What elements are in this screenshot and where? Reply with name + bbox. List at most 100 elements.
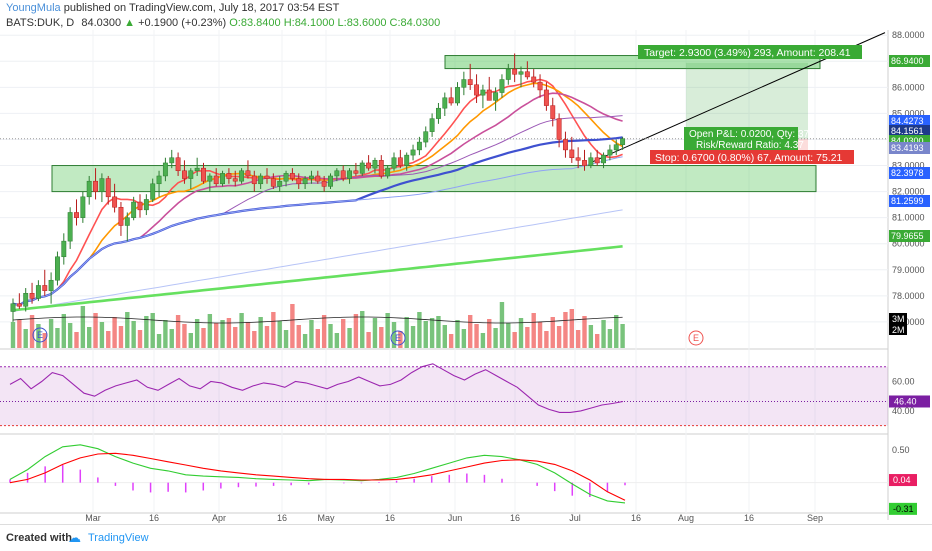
candle-body [550,105,556,119]
candle-body [518,71,524,75]
volume-ma-line [12,316,623,324]
created-with-label: Created with [6,532,73,544]
volume-bar [620,324,625,348]
candle-body [61,240,67,258]
volume-bar [23,329,28,348]
volume-bar [163,320,168,348]
price-tick-label: 78.0000 [892,291,925,301]
tradingview-brand[interactable]: TradingView [88,532,149,544]
close-value: C:84.0300 [389,17,441,29]
candle-body [588,157,594,166]
candle-body [194,167,200,172]
volume-bar [410,326,416,348]
candle-body [404,154,410,166]
volume-bar [245,322,251,348]
candle-body [10,303,16,312]
price-tick-label: 81.0000 [892,213,925,223]
price-axis-badge-label: 81.2599 [891,196,924,206]
author-link[interactable]: YoungMula [6,2,61,14]
volume-bar [61,314,66,348]
volume-bar [55,328,60,348]
high-value: H:84.1000 [283,17,335,29]
candle-body [251,175,257,185]
time-tick-label: Jun [448,513,463,523]
candle-body [258,175,264,185]
change-value: +0.1900 (+0.23%) [138,17,227,29]
volume-bar [271,312,276,348]
volume-bar [315,329,320,348]
event-marker-icon-glyph: E [395,333,401,343]
volume-bar [106,331,111,348]
candle-body [448,97,454,104]
candle-body [499,79,505,93]
candle-body [321,180,327,187]
candle-body [74,212,79,218]
time-tick-label: Sep [807,513,823,523]
price-tick-label: 88.0000 [892,30,925,40]
candle-body [182,170,187,179]
volume-axis-label: 2M [892,325,905,335]
price-axis-badge [889,167,930,179]
candle-body [385,167,391,177]
price-tick-label: 83.0000 [892,161,925,171]
volume-bar [214,323,219,348]
volume-bar [499,302,505,348]
candle-body [505,68,511,80]
candle-body [137,201,143,211]
volume-bar [309,320,314,348]
price-tick-label: 79.0000 [892,265,925,275]
stop-label-box [650,150,854,164]
candle-body [334,170,340,177]
candle-body [543,89,549,106]
candle-body [188,170,194,179]
candle-body [48,279,54,291]
volume-bar [474,324,479,348]
candle-body [410,149,416,156]
candle-body [162,162,168,177]
time-tick-label: May [317,513,335,523]
volume-bar [366,332,371,348]
time-tick-label: 16 [744,513,754,523]
time-tick-label: Jul [569,513,581,523]
price-axis-badge-label: 86.9400 [891,56,924,66]
candle-body [67,212,73,242]
volume-bar [36,324,41,348]
candle-body [16,303,22,307]
candle-body [156,175,162,185]
candle-body [474,84,480,96]
volume-bar [175,315,181,348]
time-tick-label: 16 [510,513,520,523]
volume-bar [17,320,22,348]
candle-body [232,178,238,182]
candle-body [270,178,276,187]
candle-body [442,97,448,109]
candle-body [80,196,86,218]
footer-bar: Created with ☁ TradingView [0,524,932,551]
volume-bar [455,320,460,348]
symbol-label: BATS:DUK, D [6,17,75,29]
candle-body [467,79,473,85]
candle-body [239,170,245,182]
event-marker-icon [32,327,48,343]
candle-body [112,196,118,208]
candle-body [607,149,613,156]
volume-bar [112,317,117,348]
volume-bar [372,318,378,348]
pnl-label-box [684,127,798,151]
volume-bar [480,333,486,348]
candle-body [582,160,587,166]
candle-body [277,180,283,187]
candle-body [289,173,295,179]
volume-bar [436,316,441,348]
price-axis-badge-label: 82.3978 [891,168,924,178]
candle-body [397,157,403,166]
candle-body [169,157,175,164]
volume-bar [563,312,568,348]
ma-ribbon-line-89 [12,156,623,306]
volume-bar [341,319,346,348]
volume-bar [201,328,206,348]
candle-body [537,81,543,91]
candle-body [245,170,251,177]
candle-body [416,141,422,151]
